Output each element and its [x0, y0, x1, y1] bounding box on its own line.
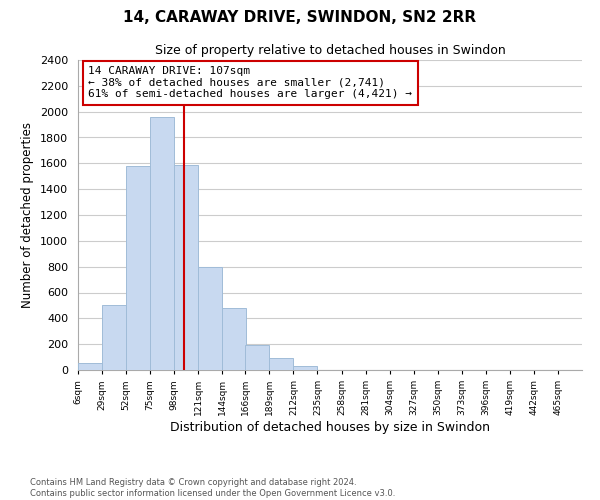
Title: Size of property relative to detached houses in Swindon: Size of property relative to detached ho…	[155, 44, 505, 58]
Y-axis label: Number of detached properties: Number of detached properties	[22, 122, 34, 308]
Text: 14, CARAWAY DRIVE, SWINDON, SN2 2RR: 14, CARAWAY DRIVE, SWINDON, SN2 2RR	[124, 10, 476, 25]
X-axis label: Distribution of detached houses by size in Swindon: Distribution of detached houses by size …	[170, 421, 490, 434]
Bar	[174, 164, 198, 370]
Text: 14 CARAWAY DRIVE: 107sqm
← 38% of detached houses are smaller (2,741)
61% of sem: 14 CARAWAY DRIVE: 107sqm ← 38% of detach…	[88, 66, 412, 100]
Bar	[126, 166, 150, 370]
Bar	[78, 363, 102, 370]
Bar	[293, 366, 317, 370]
Text: Contains HM Land Registry data © Crown copyright and database right 2024.
Contai: Contains HM Land Registry data © Crown c…	[30, 478, 395, 498]
Bar	[269, 358, 293, 370]
Bar	[245, 346, 269, 370]
Bar	[222, 308, 247, 370]
Bar	[198, 266, 222, 370]
Bar	[150, 117, 174, 370]
Bar	[102, 306, 126, 370]
